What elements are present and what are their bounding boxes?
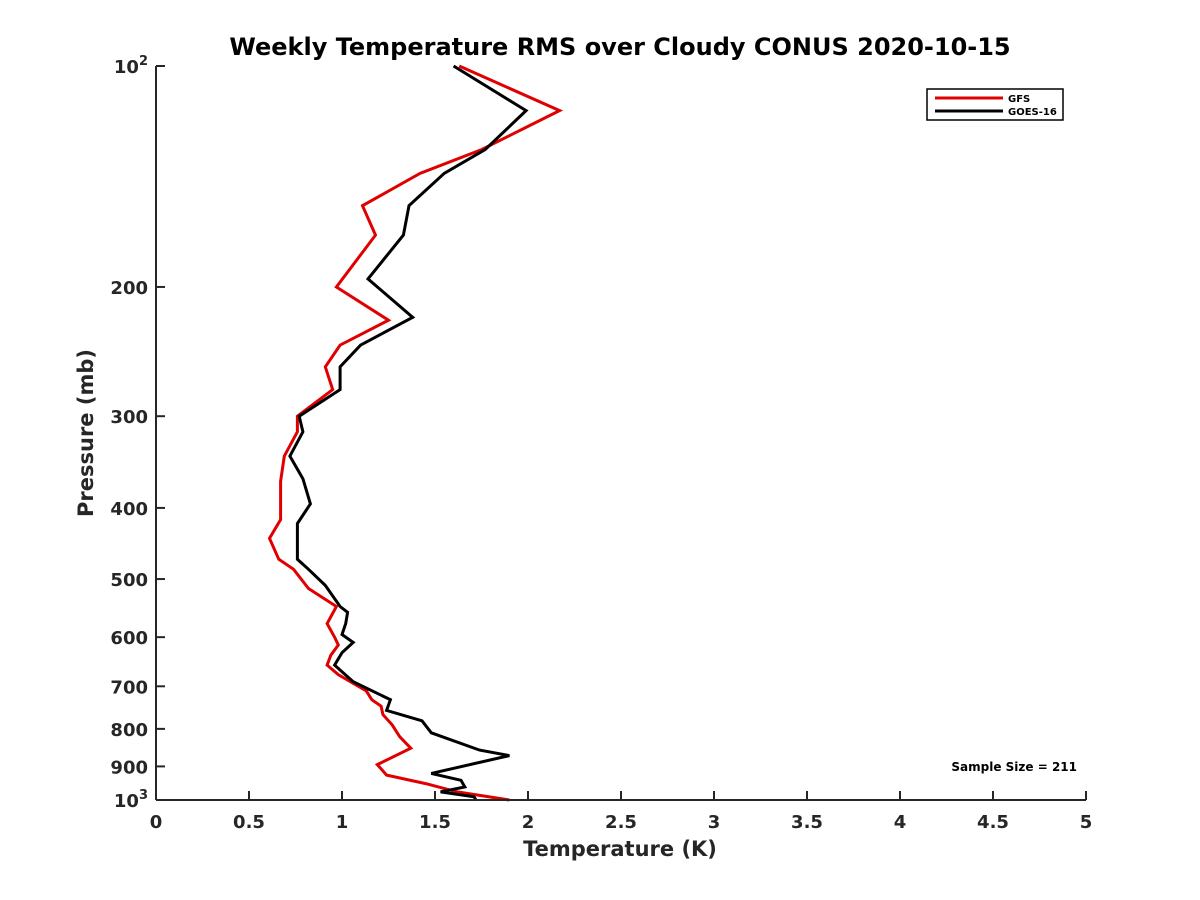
x-tick-label: 1 <box>336 812 349 833</box>
x-tick-label: 4.5 <box>977 812 1009 833</box>
x-tick-label: 1.5 <box>419 812 451 833</box>
chart-title: Weekly Temperature RMS over Cloudy CONUS… <box>229 33 1010 61</box>
y-tick-label: 102 <box>114 54 148 78</box>
y-axis-label: Pressure (mb) <box>74 349 98 517</box>
x-tick-label: 2 <box>522 812 535 833</box>
y-tick-label: 900 <box>110 757 148 778</box>
x-tick-label: 4 <box>894 812 907 833</box>
x-tick-label: 3 <box>708 812 721 833</box>
legend-label-goes-16: GOES-16 <box>1008 107 1057 118</box>
plot-lines <box>267 64 564 802</box>
y-tick-label: 103 <box>114 788 148 812</box>
series-line-gfs <box>267 64 564 802</box>
series-line-goes-16 <box>288 64 529 801</box>
x-axis-label: Temperature (K) <box>523 837 717 861</box>
x-tick-label: 0.5 <box>233 812 265 833</box>
legend: GFS GOES-16 <box>926 88 1064 121</box>
axes: 0 0.5 1 1.5 2 2.5 3 3.5 4 4.5 5 102 200 300 400 500 600 7… <box>110 54 1092 833</box>
legend-box <box>926 88 1064 121</box>
x-tick-label: 3.5 <box>791 812 823 833</box>
y-tick-label: 300 <box>110 407 148 428</box>
y-tick-label: 500 <box>110 570 148 591</box>
x-tick-label: 0 <box>150 812 163 833</box>
x-tick-label: 2.5 <box>605 812 637 833</box>
y-tick-label: 400 <box>110 499 148 520</box>
y-tick-label: 800 <box>110 720 148 741</box>
y-tick-label: 700 <box>110 677 148 698</box>
legend-label-gfs: GFS <box>1008 94 1030 105</box>
y-tick-label: 600 <box>110 628 148 649</box>
y-tick-label: 200 <box>110 278 148 299</box>
sample-size-annotation: Sample Size = 211 <box>951 760 1077 774</box>
x-tick-label: 5 <box>1080 812 1093 833</box>
